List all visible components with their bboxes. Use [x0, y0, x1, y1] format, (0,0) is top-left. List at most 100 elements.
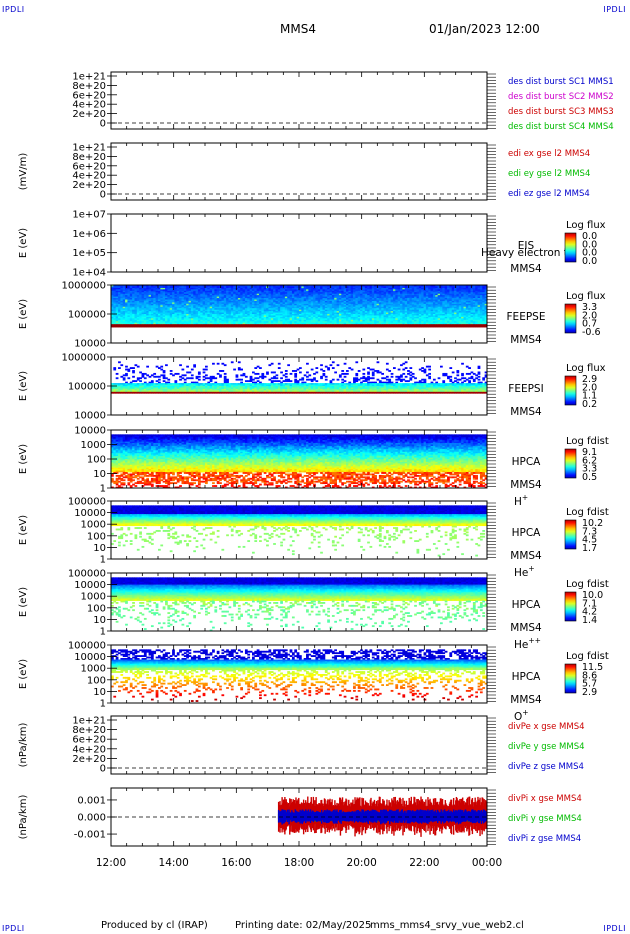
- ytick-hpca-hepp-4: 10: [93, 615, 106, 626]
- colorbar-feepsi: [565, 376, 576, 405]
- ytick-eis-0: 1e+07: [72, 210, 106, 221]
- ylabel-hpca-he: E (eV): [18, 515, 29, 545]
- ytick-hpca-h-1: 1000: [81, 440, 106, 451]
- legend-des-dist-1: des dist burst SC2 MMS2: [508, 92, 614, 102]
- instrument-sc-feepse: MMS4: [510, 334, 542, 346]
- ytick-hpca-o-2: 1000: [81, 664, 106, 675]
- legend-edi-0: edi ex gse l2 MMS4: [508, 149, 590, 159]
- spectrogram-feepse: [111, 285, 487, 327]
- ylabel-feepsi: E (eV): [18, 371, 29, 401]
- ylabel-hpca-o: E (eV): [18, 659, 29, 689]
- legend-divpe-1: divPe y gse MMS4: [508, 742, 585, 752]
- spectrogram-hpca-h: [111, 434, 487, 488]
- legend-divpe-0: divPe x gse MMS4: [508, 722, 585, 732]
- legend-divpi-1: divPi y gse MMS4: [508, 814, 582, 824]
- ytick-hpca-he-3: 100: [87, 531, 106, 542]
- ylabel-hpca-hepp: E (eV): [18, 587, 29, 617]
- overlay-text-eis: Heavy electron to: [481, 247, 574, 259]
- colorbar-title-eis: Log flux: [566, 220, 606, 231]
- instrument-hpca-o: HPCA: [512, 671, 542, 683]
- panel-divpe: (nPa/km)1e+218e+206e+204e+202e+200divPe …: [18, 716, 585, 775]
- frame-eis: [111, 214, 487, 272]
- colorbar-title-hpca-hepp: Log fdist: [566, 579, 609, 590]
- instrument-feepse: FEEPSE: [507, 311, 546, 323]
- ytick-hpca-h-3: 10: [93, 469, 106, 480]
- ytick-hpca-he-2: 1000: [81, 520, 106, 531]
- colorbar-tick-eis-3: 0.0: [582, 256, 597, 267]
- time-tick-4: 20:00: [347, 857, 377, 869]
- colorbar-tick-feepsi-3: 0.2: [582, 399, 597, 410]
- spectrogram-hpca-he: [111, 505, 487, 556]
- time-tick-1: 14:00: [159, 857, 189, 869]
- ylabel-eis: E (eV): [18, 228, 29, 258]
- spectrogram-hpca-o: [111, 649, 487, 702]
- ytick-hpca-o-4: 10: [93, 687, 106, 698]
- instrument-hpca-h: HPCA: [512, 456, 542, 468]
- colorbar-tick-hpca-he-3: 1.7: [582, 543, 597, 554]
- ytick-feepse-1: 100000: [68, 310, 106, 321]
- ytick-hpca-he-1: 10000: [74, 508, 106, 519]
- ytick-feepse-2: 10000: [74, 339, 106, 350]
- ylabel-feepse: E (eV): [18, 299, 29, 329]
- colorbar-title-hpca-o: Log fdist: [566, 651, 609, 662]
- ytick-hpca-o-5: 1: [100, 699, 106, 710]
- species-hpca-he: He+: [514, 564, 535, 579]
- legend-des-dist-0: des dist burst SC1 MMS1: [508, 77, 614, 87]
- ytick-hpca-hepp-2: 1000: [81, 592, 106, 603]
- panel-hpca-o: E (eV)100000100001000100101HPCAMMS4O+Log…: [18, 641, 609, 724]
- legend-des-dist-3: des dist burst SC4 MMS4: [508, 122, 614, 132]
- ytick-hpca-he-0: 100000: [68, 497, 106, 508]
- ytick-eis-3: 1e+04: [72, 268, 106, 279]
- legend-divpe-2: divPe z gse MMS4: [508, 762, 584, 772]
- colorbar-hpca-he: [565, 520, 576, 549]
- ytick-hpca-h-4: 1: [100, 484, 106, 495]
- ytick-hpca-he-5: 1: [100, 555, 106, 566]
- colorbar-tick-hpca-hepp-3: 1.4: [582, 615, 597, 626]
- instrument-feepsi: FEEPSI: [508, 383, 543, 395]
- ytick-eis-1: 1e+06: [72, 229, 106, 240]
- legend-divpi-2: divPi z gse MMS4: [508, 834, 581, 844]
- ylabel-edi: (mV/m): [18, 153, 29, 191]
- ylabel-divpi: (nPa/km): [18, 795, 29, 840]
- ytick-hpca-hepp-3: 100: [87, 603, 106, 614]
- colorbar-eis: [565, 233, 576, 262]
- instrument-hpca-he: HPCA: [512, 527, 542, 539]
- panel-hpca-he: E (eV)100000100001000100101HPCAMMS4He+Lo…: [18, 497, 609, 580]
- time-tick-5: 22:00: [409, 857, 439, 869]
- colorbar-feepse: [565, 304, 576, 333]
- time-tick-0: 12:00: [96, 857, 126, 869]
- ytick-edi-5: 0: [100, 190, 106, 201]
- species-hpca-o: O+: [514, 708, 529, 723]
- survey-plot-page: IPDLI IPDLI IPDLI IPDLI MMS4 01/Jan/2023…: [0, 0, 630, 934]
- colorbar-hpca-h: [565, 449, 576, 478]
- legend-divpi-0: divPi x gse MMS4: [508, 794, 582, 804]
- ytick-eis-2: 1e+05: [72, 248, 106, 259]
- ytick-feepsi-2: 10000: [74, 411, 106, 422]
- time-tick-3: 18:00: [284, 857, 314, 869]
- ytick-hpca-hepp-5: 1: [100, 627, 106, 638]
- ytick-divpe-5: 0: [100, 764, 106, 775]
- ytick-hpca-o-0: 100000: [68, 641, 106, 652]
- stacked-panels-svg: 1e+218e+206e+204e+202e+200des dist burst…: [0, 0, 630, 934]
- frame-divpe: [111, 716, 487, 774]
- instrument-hpca-hepp: HPCA: [512, 599, 542, 611]
- legend-des-dist-2: des dist burst SC3 MMS3: [508, 107, 614, 117]
- ylabel-divpe: (nPa/km): [18, 723, 29, 768]
- spectrogram-hpca-hepp: [111, 577, 487, 631]
- ylabel-hpca-h: E (eV): [18, 444, 29, 474]
- ytick-divpi-1: 0.000: [77, 813, 106, 824]
- legend-edi-1: edi ey gse l2 MMS4: [508, 169, 590, 179]
- frame-des-dist: [111, 72, 487, 129]
- instrument-sc-hpca-he: MMS4: [510, 550, 542, 562]
- ytick-hpca-o-1: 10000: [74, 652, 106, 663]
- legend-edi-2: edi ez gse l2 MMS4: [508, 189, 590, 199]
- colorbar-title-hpca-he: Log fdist: [566, 507, 609, 518]
- time-tick-6: 00:00: [472, 857, 502, 869]
